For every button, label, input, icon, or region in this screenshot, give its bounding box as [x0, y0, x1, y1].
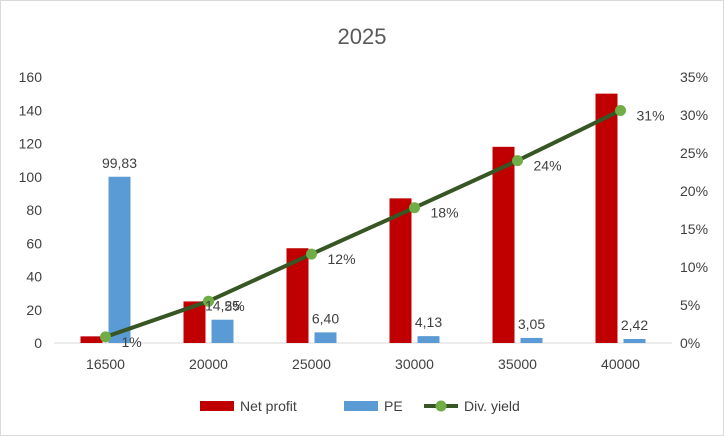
pe-bar [314, 332, 337, 343]
pe-data-label: 6,40 [312, 310, 339, 326]
y-right-tick-label: 0% [680, 335, 700, 351]
div-yield-marker [615, 104, 626, 116]
net-profit-bar [80, 336, 103, 343]
bars [80, 93, 646, 343]
y-left-tick-label: 0 [34, 335, 42, 351]
pe-bar [520, 337, 543, 343]
div-yield-data-label: 1% [122, 334, 142, 350]
y-axis-left: 0 20 40 60 80 100 120 140 160 [19, 69, 43, 351]
net-profit-bar [492, 146, 515, 343]
x-tick-label: 40000 [601, 356, 640, 372]
div-yield-data-label: 18% [431, 205, 459, 221]
div-yield-line [100, 104, 626, 343]
y-right-tick-label: 25% [680, 145, 708, 161]
legend-label: PE [384, 398, 403, 414]
div-yield-marker [409, 202, 420, 214]
div-yield-marker [512, 155, 523, 167]
legend-swatch-bar [200, 401, 234, 411]
div-yield-data-label: 31% [637, 107, 665, 123]
pe-data-label: 3,05 [518, 316, 545, 332]
y-right-tick-label: 10% [680, 259, 708, 275]
net-profit-bar [595, 93, 618, 343]
y-left-tick-label: 40 [26, 269, 42, 285]
y-left-tick-label: 140 [19, 102, 43, 118]
y-right-tick-label: 15% [680, 221, 708, 237]
legend: Net profit PE Div. yield [200, 398, 520, 414]
y-right-tick-label: 35% [680, 69, 708, 85]
x-tick-label: 35000 [498, 356, 537, 372]
net-profit-bar [389, 198, 412, 343]
net-profit-bar [286, 248, 309, 343]
y-left-tick-label: 20 [26, 302, 42, 318]
div-yield-line-path [104, 108, 622, 339]
x-tick-label: 16500 [86, 356, 125, 372]
div-yield-marker [306, 248, 317, 260]
x-tick-label: 30000 [395, 356, 434, 372]
div-yield-data-label: 24% [534, 158, 562, 174]
y-right-tick-label: 20% [680, 183, 708, 199]
pe-bar [211, 319, 234, 343]
x-axis: 16500 20000 25000 30000 35000 40000 [54, 342, 672, 372]
pe-bar [623, 338, 646, 343]
pe-bar [108, 176, 131, 343]
pe-bar [417, 336, 440, 343]
y-left-tick-label: 60 [26, 235, 42, 251]
pe-data-label: 14,25 [205, 298, 240, 314]
y-right-tick-label: 30% [680, 107, 708, 123]
y-right-tick-label: 5% [680, 297, 700, 313]
data-labels: 99,83 14,25 6,40 4,13 3,05 2,42 1% 5% 12% 18% 24% 3… [102, 107, 665, 349]
div-yield-data-label: 12% [328, 251, 356, 267]
y-axis-right: 0% 5% 10% 15% 20% 25% 30% 35% [680, 69, 708, 351]
div-yield-marker [203, 295, 214, 307]
y-left-tick-label: 160 [19, 69, 43, 85]
x-tick-label: 25000 [292, 356, 331, 372]
net-profit-bar [183, 301, 206, 343]
pe-data-label: 2,42 [621, 317, 648, 333]
x-tick-label: 20000 [189, 356, 228, 372]
div-yield-marker [100, 331, 111, 343]
legend-swatch-marker [435, 400, 447, 412]
legend-label: Net profit [240, 398, 297, 414]
pe-data-label: 4,13 [415, 314, 442, 330]
legend-label: Div. yield [464, 398, 520, 414]
y-left-tick-label: 80 [26, 202, 42, 218]
y-left-tick-label: 100 [19, 169, 43, 185]
y-left-tick-label: 120 [19, 136, 43, 152]
legend-swatch-bar [344, 401, 378, 411]
div-yield-data-label: 5% [225, 298, 245, 314]
chart-title: 2025 [338, 24, 387, 49]
pe-data-label: 99,83 [102, 155, 137, 171]
